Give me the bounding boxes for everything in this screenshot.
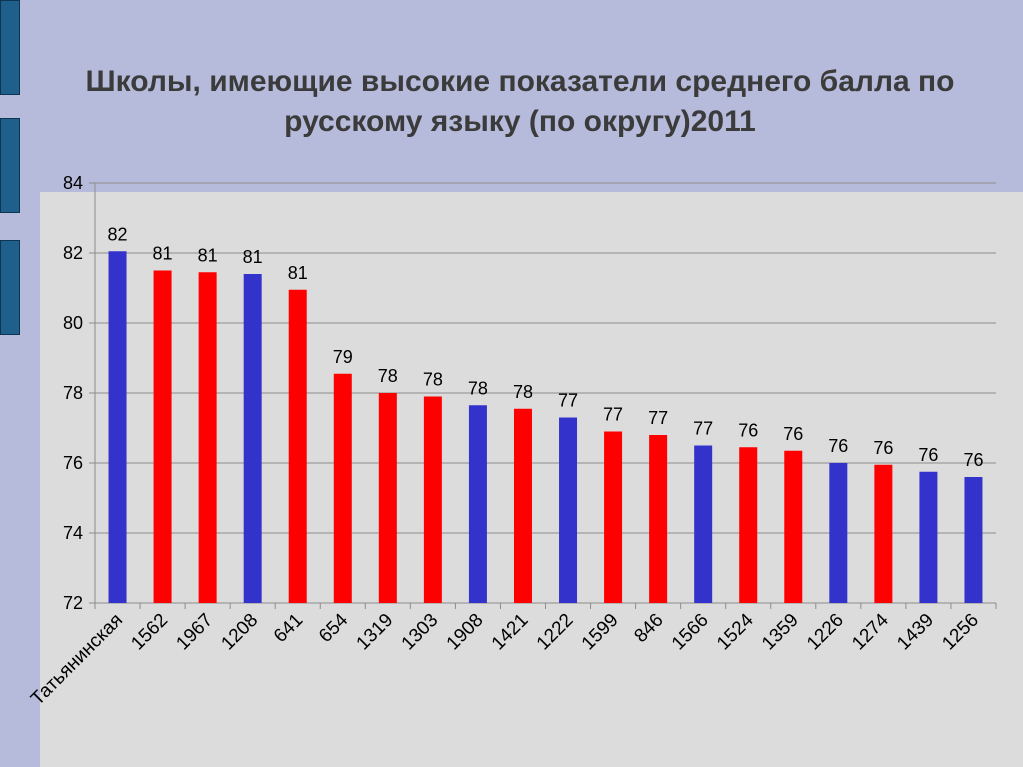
bar (198, 272, 217, 603)
x-category-label: 1439 (893, 610, 938, 655)
bar (694, 445, 713, 603)
data-label: 81 (243, 247, 263, 267)
x-category-label: 1226 (803, 610, 848, 655)
x-category-label: 1208 (217, 610, 262, 655)
x-category-label: 1599 (578, 610, 623, 655)
x-category-label: 846 (630, 610, 667, 647)
x-category-label: 1566 (668, 610, 713, 655)
bar (243, 274, 262, 603)
slide-title: Школы, имеющие высокие показатели средне… (40, 62, 1000, 142)
y-tick-label: 76 (63, 453, 83, 473)
x-category-label: 1421 (488, 610, 533, 655)
y-tick-label: 84 (63, 173, 83, 193)
side-tab-3 (0, 240, 20, 335)
y-tick-label: 72 (63, 593, 83, 613)
data-label: 77 (693, 419, 713, 439)
data-label: 76 (873, 438, 893, 458)
data-label: 77 (558, 391, 578, 411)
bar (784, 450, 803, 603)
y-tick-label: 74 (63, 523, 83, 543)
bar (559, 417, 578, 603)
bar (153, 270, 172, 603)
data-label: 78 (513, 382, 533, 402)
bar (739, 447, 758, 603)
x-category-label: 1562 (127, 610, 172, 655)
x-category-label: 1359 (758, 610, 803, 655)
bar (333, 373, 352, 603)
y-tick-label: 80 (63, 313, 83, 333)
x-category-label: 1222 (533, 610, 578, 655)
x-category-label: 1256 (938, 610, 983, 655)
x-category-label: 1908 (443, 610, 488, 655)
y-tick-label: 78 (63, 383, 83, 403)
data-label: 76 (738, 420, 758, 440)
x-category-label: 1274 (848, 609, 893, 654)
data-label: 82 (108, 224, 128, 244)
x-category-label: 1967 (172, 610, 217, 655)
data-label: 78 (423, 370, 443, 390)
bar (513, 408, 532, 603)
data-label: 76 (828, 436, 848, 456)
data-label: 79 (333, 347, 353, 367)
bar (964, 477, 983, 603)
data-label: 76 (963, 450, 983, 470)
x-category-label: 654 (315, 609, 353, 647)
side-tab-2 (0, 118, 20, 213)
bar (604, 431, 623, 603)
data-label: 77 (648, 408, 668, 428)
bar (423, 396, 442, 603)
data-label: 76 (783, 424, 803, 444)
data-label: 78 (378, 366, 398, 386)
data-label: 76 (918, 445, 938, 465)
side-tab-1 (0, 0, 20, 95)
bar (829, 463, 848, 603)
x-category-label: 1303 (398, 610, 443, 655)
bar (649, 435, 668, 603)
x-category-label: 1319 (353, 610, 398, 655)
x-category-label: 1524 (713, 609, 758, 654)
data-label: 81 (153, 244, 173, 264)
bar (108, 251, 127, 603)
data-label: 81 (198, 245, 218, 265)
y-tick-label: 82 (63, 243, 83, 263)
slide-title-line-2: русскому языку (по округу)2011 (284, 105, 756, 138)
bar (378, 393, 397, 603)
bar (874, 464, 893, 603)
x-category-label: Татьянинская (27, 610, 127, 710)
x-category-label: 641 (270, 610, 307, 647)
slide-title-line-1: Школы, имеющие высокие показатели средне… (85, 65, 955, 98)
bar (919, 471, 938, 603)
bar (288, 289, 307, 603)
data-label: 81 (288, 263, 308, 283)
data-label: 78 (468, 378, 488, 398)
bar (468, 405, 487, 603)
data-label: 77 (603, 405, 623, 425)
